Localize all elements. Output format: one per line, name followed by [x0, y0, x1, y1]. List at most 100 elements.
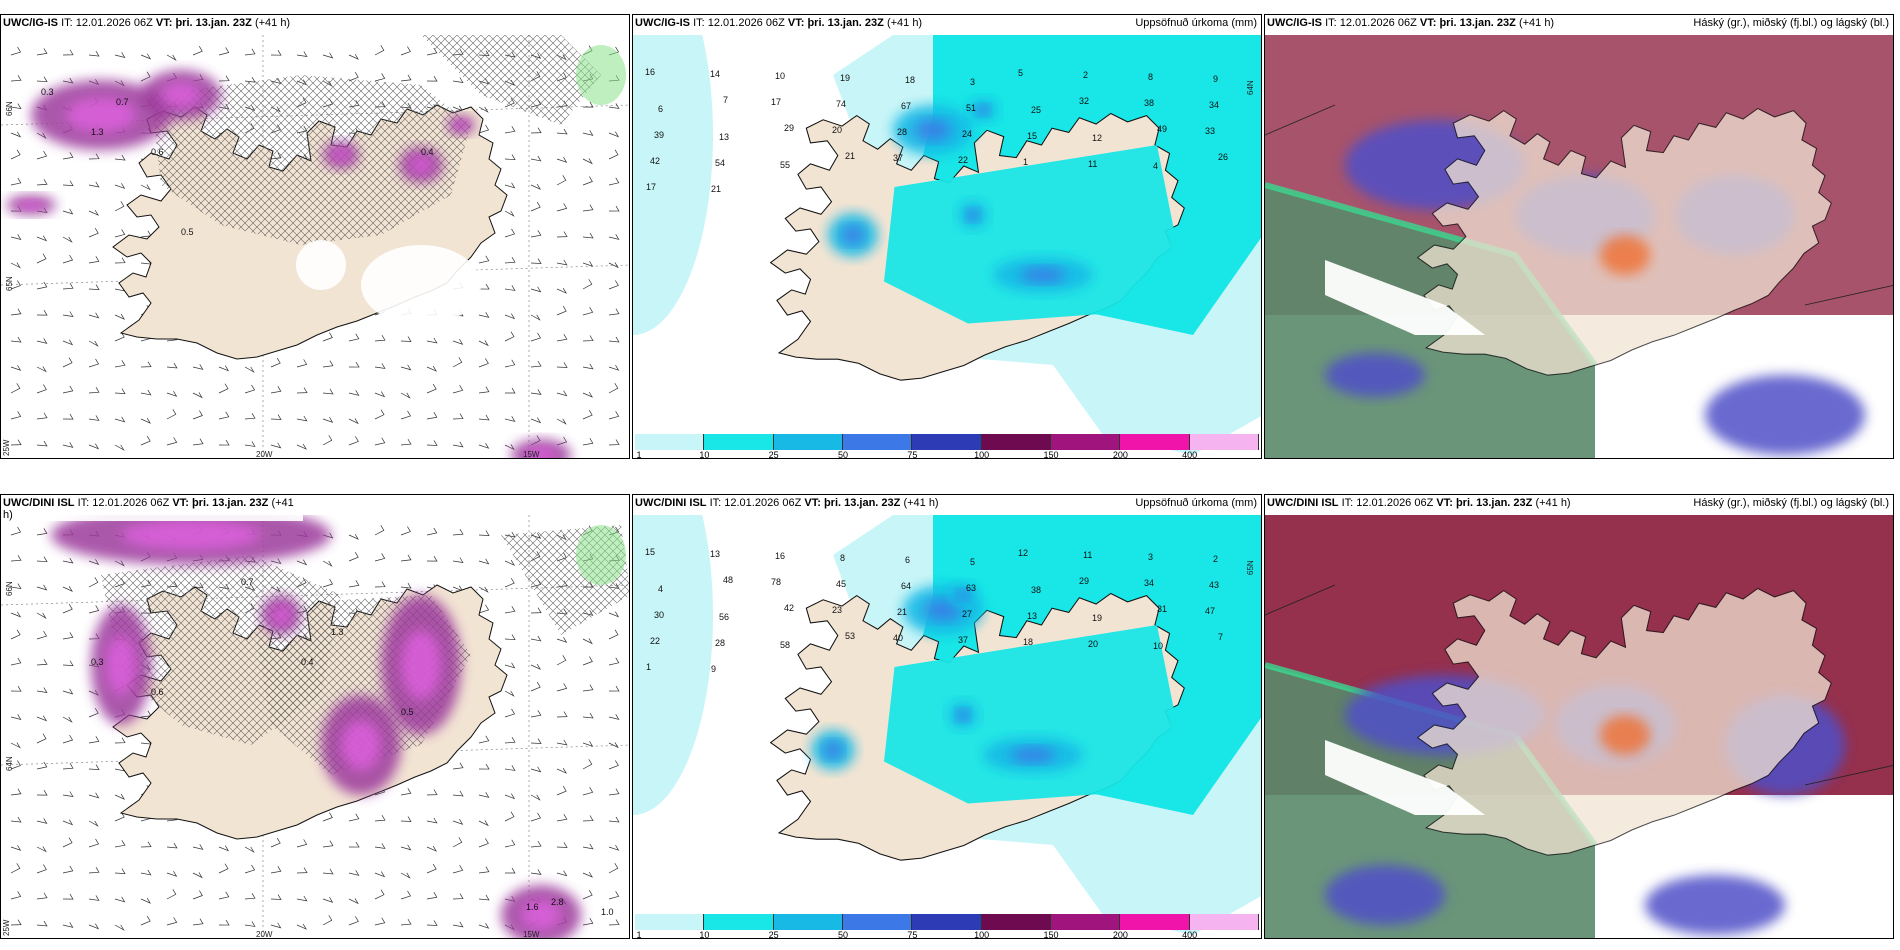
panel-variable-title: Háský (gr.), miðský (fj.bl.) og lágský (…: [1693, 17, 1889, 29]
colorbar-swatch: [843, 914, 913, 930]
wind-barb: [426, 440, 438, 446]
cloud-low-patch: [1600, 235, 1650, 275]
wind-barb: [504, 839, 516, 848]
wind-barb: [582, 307, 594, 316]
wind-barb: [608, 177, 620, 186]
snow-value-label: 0.6: [151, 147, 164, 157]
colorbar-swatch: [1189, 914, 1259, 930]
wind-barb: [166, 362, 178, 369]
wind-barb: [582, 232, 594, 239]
wind-barb: [556, 739, 568, 746]
wind-barb: [530, 230, 542, 238]
wind-barb: [62, 49, 74, 56]
wind-barb: [166, 871, 178, 877]
precip-value-label: 20: [832, 125, 842, 135]
wind-barb: [478, 530, 490, 536]
wind-barb: [530, 766, 542, 773]
colorbar-tick-label: 200: [1112, 930, 1128, 939]
wind-barb: [114, 840, 126, 848]
wind-barb: [608, 336, 620, 343]
wind-barb: [36, 528, 48, 536]
wind-barb: [10, 891, 22, 900]
wind-barb: [10, 411, 22, 420]
precip-value-label: 55: [780, 160, 790, 170]
wind-barb: [530, 738, 542, 744]
wind-barb: [530, 183, 542, 190]
wind-barb: [504, 736, 516, 744]
wind-barb: [88, 443, 100, 450]
wind-barb: [530, 360, 542, 368]
wind-barb: [192, 410, 203, 420]
wind-barb: [88, 358, 100, 368]
precip-value-label: 28: [897, 127, 907, 137]
wind-barb: [140, 841, 152, 848]
wind-barb: [530, 417, 542, 424]
wind-barb: [504, 708, 516, 718]
wind-barb: [88, 340, 99, 347]
clear-sky-area: [1325, 260, 1485, 335]
wind-barb: [62, 413, 74, 420]
wind-barb: [504, 182, 516, 189]
wind-barb: [140, 361, 152, 368]
wind-barb: [582, 335, 594, 342]
wind-barb: [400, 554, 412, 562]
wind-barb: [192, 872, 203, 879]
wind-barb: [582, 176, 593, 186]
wind-barb: [478, 792, 490, 798]
precip-value-label: 38: [1144, 98, 1154, 108]
wind-barb: [270, 866, 282, 874]
wind-barb: [556, 637, 568, 643]
wind-barb: [452, 790, 464, 797]
panel-title: UWC/IG-IS IT: 12.01.2026 06Z VT: þri. 13…: [3, 17, 291, 29]
wind-barb: [192, 46, 203, 56]
snow-value-label: 1.6: [526, 902, 539, 912]
colorbar-tick-label: 400: [1182, 930, 1198, 939]
wind-barb: [270, 386, 282, 394]
snow-value-label: 0.3: [91, 657, 104, 667]
wind-barb: [530, 710, 542, 718]
wind-barb: [270, 414, 282, 420]
wind-barb: [10, 629, 21, 640]
cloud-map: [1265, 515, 1893, 938]
wind-barb: [452, 385, 464, 394]
wind-barb: [582, 918, 594, 926]
wind-barb: [36, 846, 47, 853]
wind-barb: [36, 920, 48, 927]
wind-barb: [62, 604, 73, 614]
wind-barb: [88, 50, 100, 57]
wind-barb: [36, 309, 48, 316]
wind-barb: [140, 53, 152, 60]
wind-barb: [348, 551, 359, 562]
wind-barb: [608, 205, 620, 212]
wind-barb: [36, 412, 48, 420]
precip-value-label: 29: [1079, 576, 1089, 586]
axis-label: 15W: [523, 450, 540, 459]
wind-barb: [374, 889, 385, 900]
precip-very-heavy-area: [1020, 266, 1066, 284]
wind-barb: [504, 285, 516, 291]
wind-barb: [114, 183, 126, 189]
wind-barb: [582, 391, 594, 398]
panel-snow-igis: UWC/IG-IS IT: 12.01.2026 06Z VT: þri. 13…: [0, 14, 630, 459]
wind-barb: [426, 47, 438, 56]
wind-barb: [10, 383, 21, 394]
colorbar-tick-label: 150: [1043, 930, 1059, 939]
wind-barb: [504, 606, 516, 614]
wind-barb: [322, 52, 334, 59]
wind-barb: [270, 357, 281, 368]
colorbar-swatch: [773, 914, 843, 930]
wind-barb: [478, 604, 490, 614]
wind-barb: [374, 437, 386, 446]
snowfall-core: [341, 720, 381, 770]
wind-barb: [608, 919, 620, 926]
wind-barb: [10, 234, 22, 240]
wind-barb: [504, 154, 516, 160]
precip-value-label: 78: [771, 577, 781, 587]
wind-barb: [88, 559, 100, 565]
wind-barb: [478, 894, 490, 901]
mid-cloud-area: [1705, 375, 1865, 455]
axis-label: 66N: [5, 581, 14, 596]
wind-barb: [10, 555, 22, 562]
wind-barb: [374, 871, 386, 878]
colorbar-swatch: [1051, 434, 1121, 450]
